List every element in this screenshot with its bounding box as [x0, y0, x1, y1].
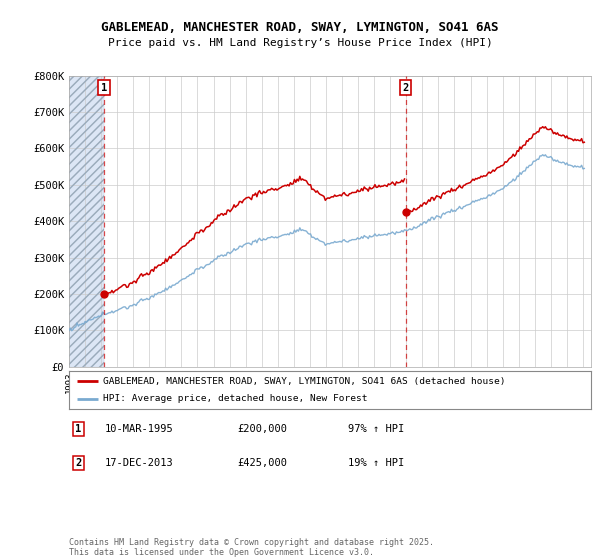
Text: Contains HM Land Registry data © Crown copyright and database right 2025.
This d: Contains HM Land Registry data © Crown c… — [69, 538, 434, 557]
Text: GABLEMEAD, MANCHESTER ROAD, SWAY, LYMINGTON, SO41 6AS: GABLEMEAD, MANCHESTER ROAD, SWAY, LYMING… — [101, 21, 499, 34]
Text: 97% ↑ HPI: 97% ↑ HPI — [348, 424, 404, 434]
Bar — [104, 76, 591, 367]
Text: 17-DEC-2013: 17-DEC-2013 — [105, 458, 174, 468]
Text: 1: 1 — [75, 424, 81, 434]
Text: GABLEMEAD, MANCHESTER ROAD, SWAY, LYMINGTON, SO41 6AS (detached house): GABLEMEAD, MANCHESTER ROAD, SWAY, LYMING… — [103, 376, 505, 385]
Bar — [69, 76, 104, 367]
Text: HPI: Average price, detached house, New Forest: HPI: Average price, detached house, New … — [103, 394, 367, 403]
Text: Price paid vs. HM Land Registry’s House Price Index (HPI): Price paid vs. HM Land Registry’s House … — [107, 38, 493, 48]
Text: 1: 1 — [101, 83, 107, 93]
Bar — [69, 76, 104, 367]
Bar — [69, 76, 104, 367]
Text: 2: 2 — [75, 458, 81, 468]
Text: 10-MAR-1995: 10-MAR-1995 — [105, 424, 174, 434]
Bar — [69, 76, 104, 367]
Text: £200,000: £200,000 — [237, 424, 287, 434]
Text: 19% ↑ HPI: 19% ↑ HPI — [348, 458, 404, 468]
Text: 2: 2 — [403, 83, 409, 93]
Text: £425,000: £425,000 — [237, 458, 287, 468]
